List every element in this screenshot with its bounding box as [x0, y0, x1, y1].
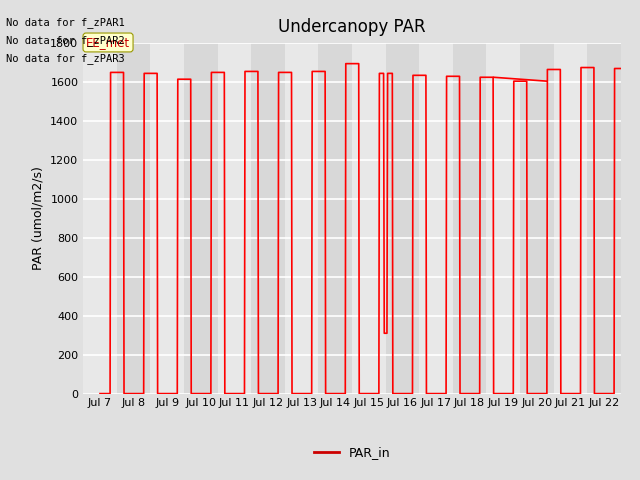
Bar	[218, 43, 251, 394]
Y-axis label: PAR (umol/m2/s): PAR (umol/m2/s)	[31, 167, 45, 270]
Title: Undercanopy PAR: Undercanopy PAR	[278, 18, 426, 36]
Legend: PAR_in: PAR_in	[308, 442, 396, 465]
Bar	[83, 43, 116, 394]
Bar	[486, 43, 520, 394]
Text: No data for f_zPAR1: No data for f_zPAR1	[6, 17, 125, 28]
Bar	[352, 43, 385, 394]
Bar	[150, 43, 184, 394]
Bar	[419, 43, 453, 394]
Bar	[285, 43, 319, 394]
Text: No data for f_zPAR2: No data for f_zPAR2	[6, 35, 125, 46]
Text: No data for f_zPAR3: No data for f_zPAR3	[6, 53, 125, 64]
Text: EE_met: EE_met	[86, 36, 130, 49]
Bar	[554, 43, 588, 394]
